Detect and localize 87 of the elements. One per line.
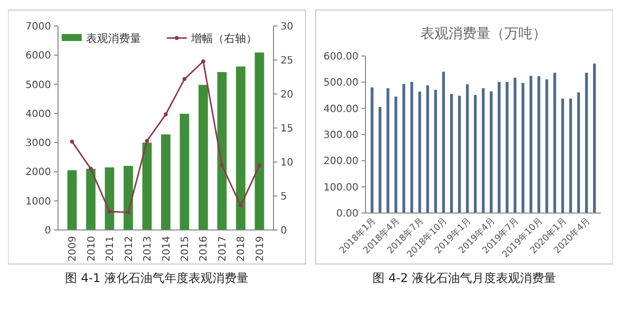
- bar: [498, 82, 501, 213]
- bar: [585, 72, 588, 213]
- y2-tick-label: 20: [280, 90, 294, 100]
- y2-tick-label: 10: [280, 158, 294, 168]
- bar: [514, 78, 516, 213]
- bar: [410, 82, 414, 213]
- bar: [180, 114, 190, 230]
- y-tick-label: 0: [44, 226, 51, 236]
- bar: [394, 96, 398, 213]
- legend-label: 表观消费量: [86, 32, 141, 45]
- bar: [378, 107, 382, 213]
- bar: [466, 84, 469, 213]
- y2-tick-label: 0: [280, 226, 287, 236]
- bar: [142, 142, 152, 230]
- bar: [236, 66, 246, 230]
- bar: [442, 72, 445, 213]
- bar: [458, 96, 461, 213]
- bar: [474, 94, 477, 213]
- point: [182, 77, 186, 82]
- bar: [593, 64, 596, 213]
- point: [238, 204, 243, 208]
- x-tick-label: 2013: [142, 236, 154, 262]
- bar: [450, 94, 453, 213]
- bar: [161, 134, 170, 230]
- x-tick-label: 2018: [236, 236, 248, 262]
- y-tick-label: 7000: [26, 22, 51, 32]
- bar: [522, 82, 524, 213]
- chart-title: 表观消费量（万吨）: [420, 26, 546, 42]
- bar: [370, 87, 374, 213]
- bar: [530, 76, 532, 213]
- x-tick-label: 2015: [180, 236, 191, 262]
- y-tick-label: 0.00: [336, 208, 358, 220]
- y2-tick-label: 15: [280, 124, 294, 134]
- line-series: [70, 59, 262, 214]
- y-tick-label: 5000: [26, 80, 51, 91]
- y-tick-label: 3000: [26, 138, 51, 150]
- bar: [104, 167, 114, 230]
- bar: [198, 84, 208, 230]
- y-tick-label: 400.00: [324, 104, 358, 115]
- y2-tick-label: 30: [280, 22, 294, 32]
- point: [201, 59, 206, 64]
- y-tick-label: 300.00: [324, 130, 358, 141]
- y-tick-label: 2000: [26, 167, 51, 178]
- point: [164, 112, 168, 116]
- bar: [577, 92, 580, 213]
- y-tick-label: 600.00: [324, 52, 358, 62]
- y2-tick-label: 5: [280, 192, 287, 202]
- y-tick-label: 200.00: [324, 156, 358, 168]
- point: [145, 138, 150, 143]
- point: [257, 163, 262, 168]
- y-tick-label: 500.00: [324, 78, 358, 89]
- x-tick-label: 2016: [198, 236, 210, 262]
- legend-label: 增幅（右轴）: [190, 32, 257, 45]
- x-tick-label: 2011: [105, 236, 116, 262]
- x-tick-label: 2014: [161, 236, 172, 262]
- point: [220, 163, 224, 168]
- y-tick-label: 6000: [26, 50, 51, 62]
- bar: [254, 52, 264, 230]
- x-tick-label: 2009: [68, 236, 79, 262]
- point: [108, 210, 112, 214]
- y2-tick-label: 25: [280, 56, 294, 66]
- y-tick-label: 4000: [26, 108, 51, 120]
- bar: [553, 72, 556, 213]
- point: [126, 210, 130, 214]
- bar: [434, 90, 437, 213]
- point: [88, 166, 93, 171]
- bar: [537, 76, 540, 213]
- x-tick-label: 2012: [124, 236, 135, 262]
- bar: [217, 72, 227, 230]
- bar: [482, 88, 485, 213]
- bar: [124, 166, 133, 230]
- x-tick-label: 2010: [86, 236, 98, 262]
- y-tick-label: 100.00: [324, 182, 358, 194]
- bar: [561, 98, 564, 213]
- caption: 图 4-2 液化石油气月度表观消费量: [372, 271, 556, 285]
- point: [70, 140, 74, 144]
- x-tick-label: 2019: [254, 236, 266, 262]
- bar: [506, 82, 508, 213]
- bar: [386, 88, 390, 213]
- bar: [86, 168, 96, 230]
- caption: 图 4-1 液化石油气年度表观消费量: [65, 271, 248, 285]
- bar: [67, 170, 77, 230]
- y-tick-label: 1000: [26, 196, 51, 208]
- bar: [418, 92, 422, 213]
- x-tick-label: 2017: [217, 236, 228, 262]
- bar: [569, 98, 572, 213]
- bar: [402, 84, 406, 213]
